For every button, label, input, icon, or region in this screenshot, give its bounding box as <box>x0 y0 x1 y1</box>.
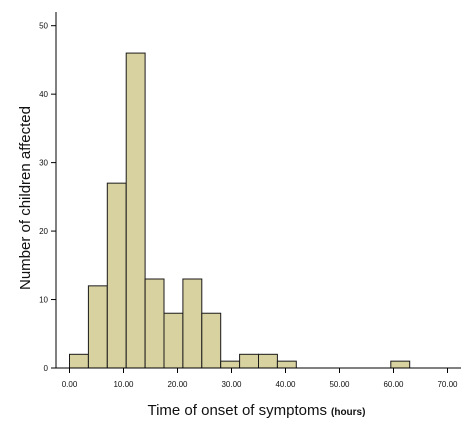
histogram-bar <box>390 360 411 369</box>
x-tick-label: 40.00 <box>275 380 296 389</box>
histogram-bar <box>106 182 127 369</box>
histogram-bar <box>220 360 241 369</box>
x-tick-label: 60.00 <box>383 380 404 389</box>
y-tick-label: 50 <box>39 22 48 31</box>
y-tick-label: 30 <box>39 159 48 168</box>
histogram-bar <box>163 312 184 369</box>
x-tick-label: 30.00 <box>221 380 242 389</box>
y-tick-label: 40 <box>39 90 48 99</box>
histogram-bar <box>125 52 146 369</box>
histogram-bar <box>258 353 278 369</box>
x-tick-label: 0.00 <box>62 380 78 389</box>
histogram-bar <box>201 312 222 369</box>
histogram-bar <box>239 353 260 369</box>
x-ticks-group: 0.00 10.00 20.00 30.00 40.00 50.00 60.00 70.00 <box>62 368 458 389</box>
x-tick-label: 10.00 <box>113 380 134 389</box>
histogram-bar <box>69 353 89 369</box>
histogram-bar <box>87 285 108 369</box>
y-axis-title: Number of children affected <box>17 106 34 290</box>
x-tick-label: 70.00 <box>437 380 458 389</box>
x-tick-label: 20.00 <box>167 380 188 389</box>
y-tick-label: 20 <box>39 227 48 236</box>
y-ticks-group: 0 10 20 30 40 50 <box>39 22 56 373</box>
y-tick-label: 10 <box>39 296 48 305</box>
bars-group <box>69 52 411 369</box>
histogram-bar <box>276 360 297 369</box>
histogram-bar <box>144 278 165 369</box>
x-axis-title: Time of onset of symptoms <box>147 402 327 419</box>
x-axis-unit: (hours) <box>331 407 365 418</box>
y-tick-label: 0 <box>44 364 49 373</box>
x-tick-label: 50.00 <box>329 380 350 389</box>
histogram-bar <box>182 278 203 369</box>
